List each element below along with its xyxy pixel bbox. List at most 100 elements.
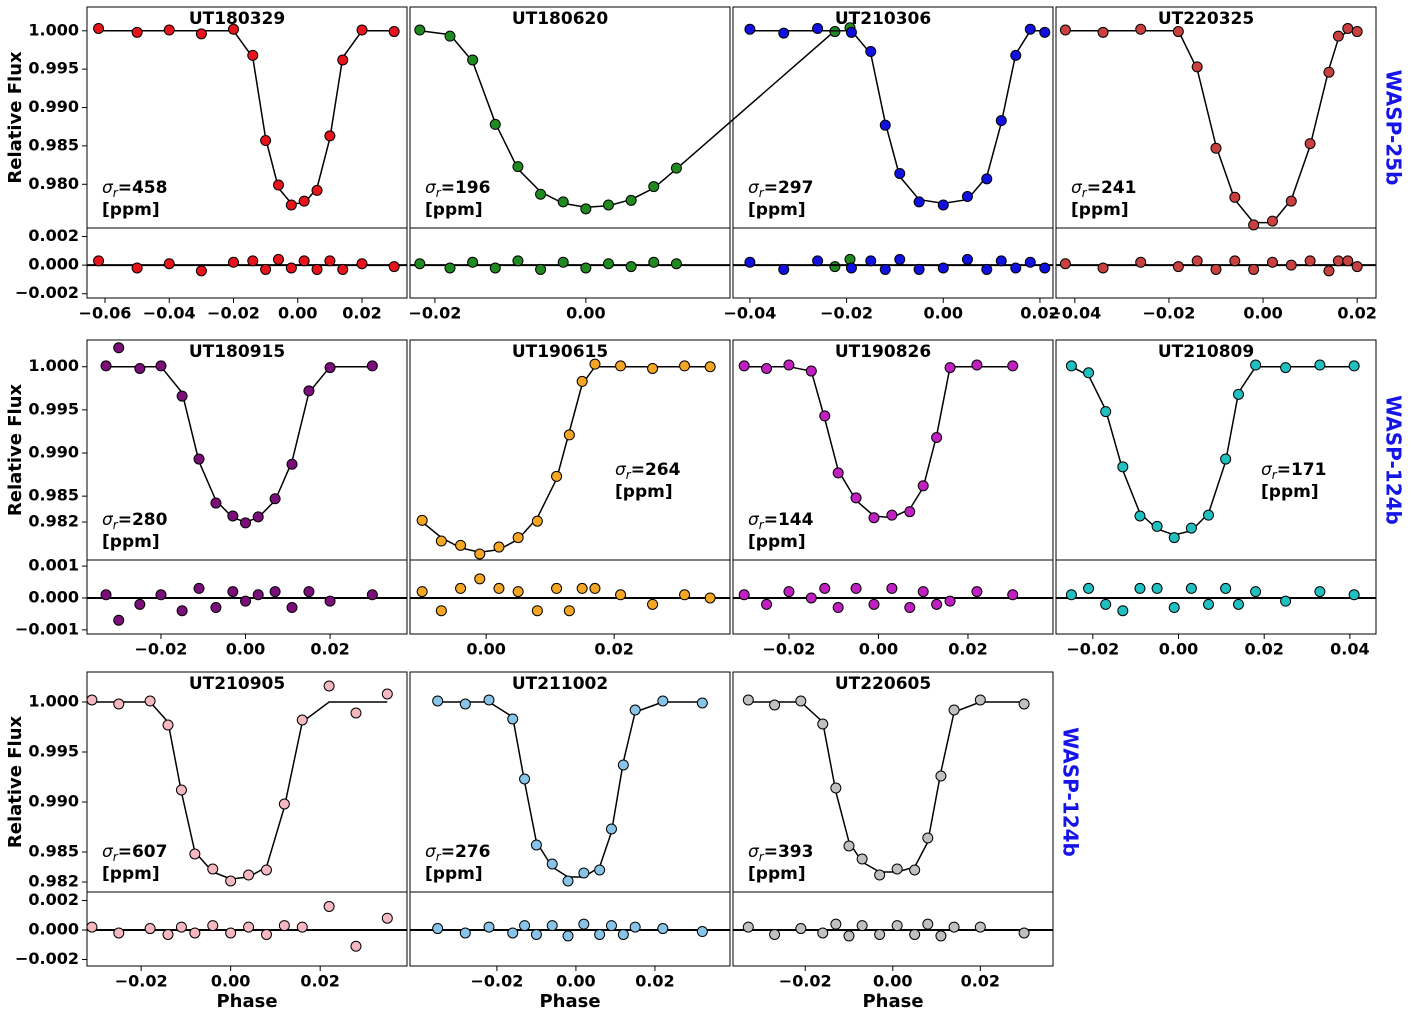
x-tick-label: 0.02 — [342, 304, 381, 323]
flux-point — [86, 694, 98, 706]
flux-point — [995, 115, 1007, 127]
model-line — [744, 365, 1013, 519]
flux-point — [1024, 23, 1036, 35]
x-tick-label: −0.02 — [135, 640, 188, 659]
residual-point — [891, 920, 903, 932]
y-axis-label: Relative Flux — [5, 51, 26, 184]
residual-point — [868, 598, 880, 610]
x-tick-label: 0.00 — [1243, 304, 1282, 323]
x-tick-label: 0.02 — [594, 640, 633, 659]
flux-point — [298, 195, 310, 207]
residual-point — [113, 614, 125, 626]
flux-point — [594, 864, 606, 876]
residual-point — [512, 255, 524, 267]
residual-point — [865, 255, 877, 267]
residual-point — [961, 253, 973, 265]
flux-point — [356, 24, 368, 36]
flux-point — [269, 493, 281, 505]
y-tick-label: 0.982 — [28, 872, 79, 891]
residual-point — [243, 921, 255, 933]
sigma-subscript: r — [436, 186, 442, 200]
x-tick-label: 0.02 — [1244, 640, 1283, 659]
residual-point — [696, 926, 708, 938]
flux-point — [366, 360, 378, 372]
x-tick-label: 0.00 — [466, 640, 505, 659]
flux-point — [971, 359, 983, 371]
flux-point — [1351, 26, 1363, 38]
flux-point — [819, 410, 831, 422]
residual-point — [210, 602, 222, 614]
x-tick-label: −0.02 — [820, 304, 873, 323]
model-line — [106, 365, 373, 523]
residual-point — [974, 921, 986, 933]
flux-point — [311, 184, 323, 196]
flux-point — [1097, 26, 1109, 38]
residual-point — [563, 605, 575, 617]
flux-point — [512, 161, 524, 173]
residual-point — [832, 602, 844, 614]
y-tick-label: 0.002 — [28, 226, 79, 245]
residual-point — [176, 605, 188, 617]
flux-point — [935, 770, 947, 782]
flux-point — [467, 54, 479, 66]
residual-point — [432, 923, 444, 935]
flux-point — [285, 199, 297, 211]
flux-point — [535, 188, 547, 200]
flux-point — [530, 839, 542, 851]
residual-point — [512, 586, 524, 598]
flux-point — [113, 342, 125, 354]
y-tick-label: 0.000 — [28, 255, 79, 274]
sigma-value: =171 — [1277, 460, 1327, 480]
flux-point — [1083, 367, 1095, 379]
flux-point — [1285, 195, 1297, 207]
residual-point — [195, 265, 207, 277]
flux-point — [647, 362, 659, 374]
panel-title: UT190615 — [512, 342, 608, 362]
y-tick-label: 0.980 — [28, 174, 79, 193]
sigma-subscript: r — [759, 850, 765, 864]
residual-frame — [409, 227, 731, 299]
flux-point — [324, 130, 336, 142]
flux-point — [909, 864, 921, 876]
y-tick-label: 0.985 — [28, 842, 79, 861]
residual-point — [1134, 582, 1146, 594]
x-tick-label: −0.04 — [143, 304, 196, 323]
x-axis-label: Phase — [539, 991, 600, 1012]
flux-point — [817, 718, 829, 730]
x-tick-label: −0.02 — [1066, 640, 1119, 659]
residual-point — [795, 923, 807, 935]
residual-point — [1059, 258, 1071, 270]
sigma-value: =144 — [764, 510, 814, 530]
y-tick-label: 0.990 — [28, 443, 79, 462]
flux-point — [625, 194, 637, 206]
sigma-unit: [ppm] — [102, 864, 160, 884]
panel-title: UT211002 — [512, 674, 608, 694]
flux-point — [507, 713, 519, 725]
flux-point — [546, 858, 558, 870]
residual-point — [1220, 582, 1232, 594]
flux-point — [904, 506, 916, 518]
residual-point — [783, 586, 795, 598]
panel-frame — [1055, 339, 1377, 561]
flux-point — [162, 719, 174, 731]
flux-point — [381, 688, 393, 700]
flux-point — [1168, 532, 1180, 544]
residual-point — [193, 582, 205, 594]
residual-point — [562, 930, 574, 942]
flux-point — [512, 532, 524, 544]
panel-title: UT210905 — [189, 674, 285, 694]
sigma-symbol: σ — [102, 842, 114, 862]
residual-point — [744, 256, 756, 268]
x-tick-label: 0.00 — [226, 640, 265, 659]
flux-point — [917, 480, 929, 492]
flux-point — [1117, 461, 1129, 473]
residual-point — [843, 930, 855, 942]
sigma-symbol: σ — [102, 178, 114, 198]
flux-point — [1203, 509, 1215, 521]
residual-point — [904, 602, 916, 614]
flux-point — [1210, 142, 1222, 154]
residual-point — [761, 598, 773, 610]
y-tick-label: 0.995 — [28, 399, 79, 418]
model-line — [1071, 365, 1355, 536]
